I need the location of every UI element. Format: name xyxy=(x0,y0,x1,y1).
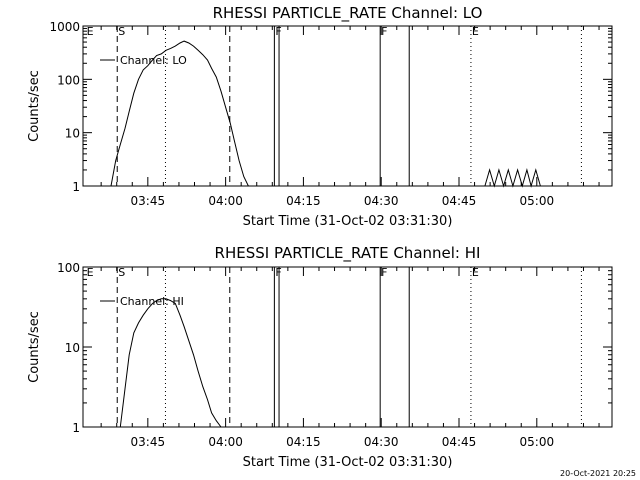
panel2-x-tick-label: 04:45 xyxy=(442,435,477,449)
panel2-x-tick-label: 04:15 xyxy=(286,435,321,449)
panel2-event-marker-label: F xyxy=(275,266,281,279)
panel1-x-tick-label: 04:00 xyxy=(208,194,243,208)
panel1-x-tick-label: 05:00 xyxy=(520,194,555,208)
panel1-x-axis-label: Start Time (31-Oct-02 03:31:30) xyxy=(243,214,453,229)
panel2-x-tick-label: 03:45 xyxy=(131,435,166,449)
panel2-y-tick-label: 1 xyxy=(72,421,80,435)
panel1-event-marker-label: S xyxy=(118,25,125,38)
panel2-series-line xyxy=(119,298,222,428)
panel1-y-axis-label: Counts/sec xyxy=(27,70,42,142)
panel2-event-marker-label: S xyxy=(118,266,125,279)
panel1-y-tick-label: 10 xyxy=(65,127,80,141)
panel2-x-axis-label: Start Time (31-Oct-02 03:31:30) xyxy=(243,455,453,470)
panel2-plot-frame xyxy=(82,266,613,428)
panel2-x-tick-label: 05:00 xyxy=(520,435,555,449)
panel1-series-line xyxy=(110,40,249,187)
panel1-x-tick-label: 04:30 xyxy=(364,194,399,208)
panel2-legend-label: Channel: HI xyxy=(120,295,184,308)
panel2-y-axis-label: Counts/sec xyxy=(27,311,42,383)
panel1-event-marker-label: F xyxy=(381,25,387,38)
panel1-series-tail-line xyxy=(484,168,541,188)
panel2-event-marker-label: E xyxy=(87,266,94,279)
panel1-y-tick-label: 1000 xyxy=(49,20,80,34)
panel2-y-tick-label: 10 xyxy=(65,341,80,355)
panel1-legend-label: Channel: LO xyxy=(120,54,187,67)
panel1-y-tick-label: 100 xyxy=(57,73,80,87)
panel1-x-tick-label: 04:45 xyxy=(442,194,477,208)
panel1-x-tick-label: 04:15 xyxy=(286,194,321,208)
panel2-chart-title: RHESSI PARTICLE_RATE Channel: HI xyxy=(215,244,481,263)
panel1-event-marker-label: E xyxy=(87,25,94,38)
panel2-y-tick-label: 100 xyxy=(57,261,80,275)
panel1-event-marker-label: F xyxy=(275,25,281,38)
panel2-event-marker-label: F xyxy=(381,266,387,279)
panel1-y-tick-label: 1 xyxy=(72,180,80,194)
timestamp: 20-Oct-2021 20:25 xyxy=(560,469,636,478)
panel2-event-marker-label: E xyxy=(472,266,479,279)
panel1-event-marker-label: E xyxy=(472,25,479,38)
panel2-x-tick-label: 04:00 xyxy=(208,435,243,449)
panel1-plot-frame xyxy=(82,25,613,187)
panel1-x-tick-label: 03:45 xyxy=(131,194,166,208)
panel2-x-tick-label: 04:30 xyxy=(364,435,399,449)
panel1-chart-title: RHESSI PARTICLE_RATE Channel: LO xyxy=(213,4,483,23)
